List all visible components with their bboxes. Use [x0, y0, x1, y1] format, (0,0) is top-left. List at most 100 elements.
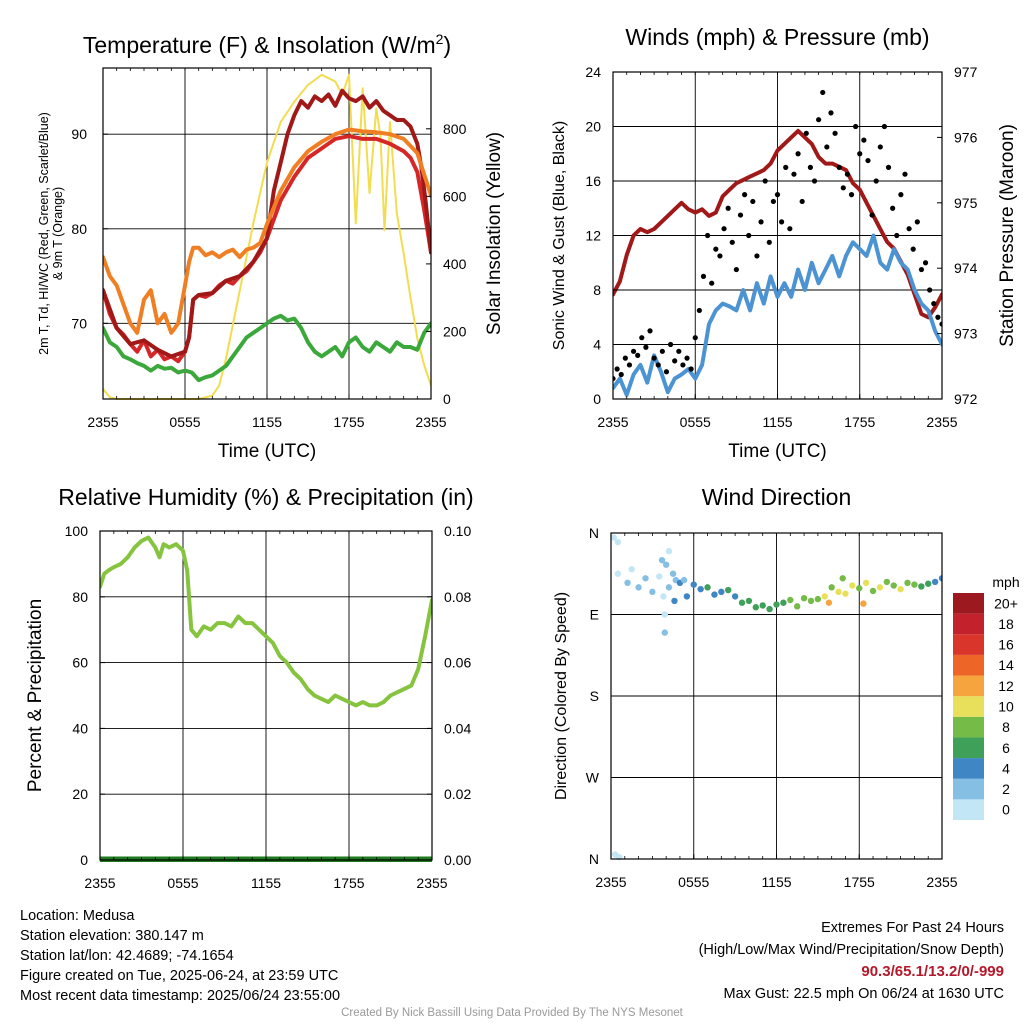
y-tick-label: 20 — [585, 119, 601, 135]
gust-point — [902, 171, 908, 177]
x-tick-label: 2355 — [926, 874, 957, 890]
colorbar-swatch — [953, 799, 984, 820]
gust-point — [840, 185, 846, 191]
gust-point — [935, 314, 941, 320]
y-tick-label: 40 — [72, 720, 88, 736]
direction-point — [635, 584, 642, 591]
station-latlon: Station lat/lon: 42.4689; -74.1654 — [20, 948, 234, 964]
x-tick-label: 1155 — [251, 875, 281, 891]
y-tick-label: 100 — [65, 523, 89, 539]
gust-point — [614, 366, 620, 372]
extremes-subtitle: (High/Low/Max Wind/Precipitation/Snow De… — [698, 942, 1004, 958]
direction-point — [911, 581, 918, 588]
direction-point — [862, 579, 870, 587]
series-line-9m-t — [103, 127, 431, 335]
panel-1: Temperature (F) & Insolation (W/m2) 2355 0… — [37, 31, 505, 462]
gust-point — [754, 253, 760, 259]
chart-title-text: Temperature (F) & Insolation (W/m — [83, 32, 436, 58]
gust-point — [820, 89, 826, 96]
direction-point — [697, 585, 704, 593]
panel-4: Wind Direction 2355 0555 1155 1755 2355 N E S W N D… — [553, 484, 1020, 890]
extremes-title: Extremes For Past 24 Hours — [821, 920, 1004, 936]
direction-point — [665, 547, 673, 555]
chart-title: Temperature (F) & Insolation (W/m2) — [83, 31, 451, 58]
direction-point — [773, 601, 780, 608]
max-gust: Max Gust: 22.5 mph On 06/24 at 1630 UTC — [723, 986, 1004, 1002]
gust-point — [803, 130, 809, 136]
direction-point — [628, 566, 635, 573]
gust-point — [770, 198, 776, 205]
direction-point — [825, 599, 833, 606]
gust-point — [828, 110, 834, 116]
gust-point — [836, 164, 842, 170]
direction-point — [690, 581, 697, 588]
direction-point — [614, 570, 622, 577]
x-tick-label: 2355 — [87, 414, 118, 430]
direction-point — [904, 579, 911, 587]
series-line-sonic-wind — [613, 233, 942, 397]
direction-point — [821, 593, 828, 600]
gust-point — [774, 192, 781, 198]
chart-title: Winds (mph) & Pressure (mb) — [625, 24, 929, 50]
gust-point — [737, 212, 744, 218]
y-right-tick-label: 400 — [443, 256, 467, 272]
series-line-station-pressure — [613, 128, 942, 320]
direction-point — [869, 587, 877, 595]
gust-point — [766, 239, 772, 245]
colorbar-swatch — [953, 613, 984, 635]
gust-point — [713, 246, 719, 252]
direction-point — [725, 586, 732, 594]
gust-point — [795, 151, 801, 157]
gust-point — [844, 171, 851, 177]
y-right-tick-label: 0.04 — [444, 720, 471, 736]
x-tick-label: 0555 — [680, 414, 711, 430]
station-elevation: Station elevation: 380.147 m — [20, 928, 204, 944]
y-right-tick-label: 800 — [443, 121, 467, 137]
gust-point — [922, 260, 929, 266]
direction-point — [671, 597, 678, 605]
colorbar-label: 4 — [1002, 760, 1010, 776]
gust-point — [857, 151, 863, 157]
colorbar-label: 12 — [998, 678, 1014, 694]
station-info: Location: Medusa Station elevation: 380.… — [20, 906, 340, 1006]
colorbar-label: 14 — [998, 657, 1014, 673]
gust-point — [762, 178, 768, 184]
colorbar-swatch — [953, 654, 984, 676]
chart-title: Relative Humidity (%) & Precipitation (i… — [58, 484, 473, 510]
figure-created: Figure created on Tue, 2025-06-24, at 23… — [20, 968, 339, 984]
gust-point — [807, 164, 814, 170]
gust-point — [783, 164, 789, 170]
y-tick-label: 80 — [72, 589, 88, 605]
y-tick-label: N — [589, 851, 599, 867]
recent-timestamp: Most recent data timestamp: 2025/06/24 2… — [20, 988, 341, 1004]
gust-point — [931, 301, 937, 307]
gust-point — [676, 348, 682, 354]
direction-point — [656, 573, 663, 580]
gust-point — [626, 362, 633, 368]
direction-point — [807, 597, 815, 605]
y-axis-label-right: Solar Insolation (Yellow) — [484, 132, 505, 335]
colorbar-swatch — [953, 593, 984, 614]
gust-point — [799, 198, 805, 205]
colorbar-label: 16 — [998, 637, 1014, 653]
y-right-tick-label: 977 — [954, 64, 978, 80]
direction-point — [938, 575, 942, 582]
direction-point — [828, 584, 835, 591]
colorbar-label: 20+ — [994, 595, 1018, 611]
y-tick-label: 70 — [71, 315, 87, 331]
gust-point — [635, 352, 641, 358]
colorbar-label: 0 — [1002, 802, 1010, 818]
direction-point — [661, 611, 668, 618]
y-tick-label: E — [590, 607, 599, 623]
direction-point — [642, 575, 649, 582]
y-right-tick-label: 0.08 — [444, 589, 471, 605]
direction-point — [611, 534, 617, 541]
direction-point — [793, 603, 801, 610]
x-tick-label: 1755 — [333, 875, 364, 891]
chart-title-superscript: 2 — [436, 31, 444, 47]
gust-point — [688, 366, 694, 372]
y-tick-label: 0 — [80, 852, 88, 868]
x-tick-label: 0555 — [169, 414, 200, 430]
gust-point — [729, 239, 735, 245]
y-right-tick-label: 0.06 — [444, 655, 471, 671]
